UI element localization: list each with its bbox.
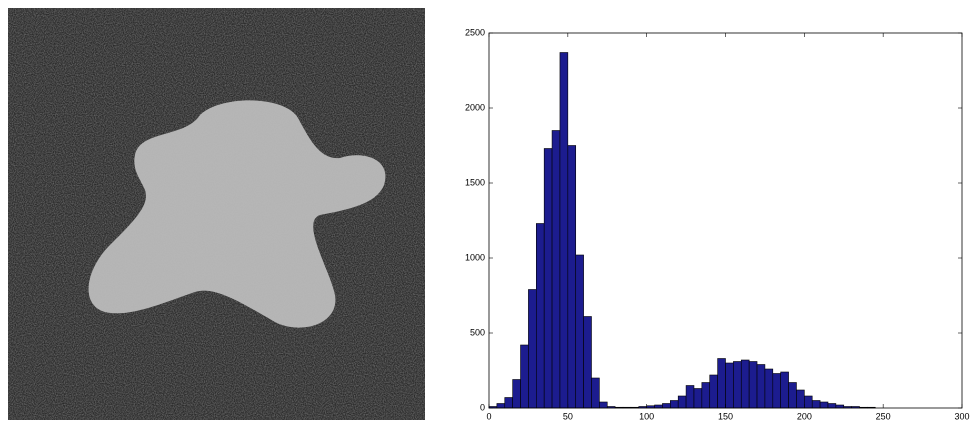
- bar: [552, 131, 560, 409]
- noisy-image: [8, 8, 425, 420]
- bar: [678, 396, 686, 408]
- bar: [718, 359, 726, 409]
- bar: [796, 390, 804, 408]
- bar: [662, 404, 670, 409]
- bar: [836, 405, 844, 408]
- bar: [521, 345, 529, 408]
- bar: [702, 383, 710, 409]
- bar: [820, 402, 828, 408]
- bar: [505, 398, 513, 409]
- bar: [591, 378, 599, 408]
- x-tick-label: 0: [486, 411, 491, 421]
- bar: [828, 404, 836, 409]
- bar: [765, 369, 773, 408]
- bar: [576, 255, 584, 408]
- bar: [670, 401, 678, 409]
- bar: [812, 401, 820, 409]
- page: 0 500 1000 1500 2000 2500 0 50 100 150 200 250 300: [0, 0, 975, 422]
- bar: [733, 362, 741, 409]
- bar: [584, 317, 592, 409]
- bar: [528, 290, 536, 409]
- bar: [741, 360, 749, 408]
- bar: [757, 365, 765, 409]
- bar: [781, 372, 789, 408]
- bar: [789, 383, 797, 409]
- bar: [694, 389, 702, 409]
- bar: [726, 363, 734, 408]
- x-tick-label: 50: [563, 411, 573, 421]
- y-tick-label: 2500: [465, 27, 485, 37]
- y-tick-label: 1000: [465, 252, 485, 262]
- bar: [536, 224, 544, 409]
- bar: [544, 149, 552, 409]
- bar: [599, 402, 607, 408]
- bar: [655, 405, 663, 408]
- x-tick-label: 250: [876, 411, 891, 421]
- bar: [749, 362, 757, 409]
- x-tick-label: 150: [718, 411, 733, 421]
- y-tick-label: 500: [470, 327, 485, 337]
- x-tick-label: 100: [639, 411, 654, 421]
- bar: [686, 386, 694, 409]
- bar: [497, 404, 505, 409]
- y-tick-label: 0: [480, 402, 485, 412]
- bar: [568, 146, 576, 409]
- bar: [710, 375, 718, 408]
- y-tick-label: 1500: [465, 177, 485, 187]
- histogram-chart: 0 500 1000 1500 2000 2500 0 50 100 150 200 250 300: [465, 27, 970, 421]
- bar: [773, 374, 781, 409]
- bar: [513, 380, 521, 409]
- y-tick-label: 2000: [465, 102, 485, 112]
- bar: [804, 396, 812, 408]
- x-tick-label: 300: [954, 411, 969, 421]
- bar: [560, 53, 568, 409]
- x-tick-label: 200: [797, 411, 812, 421]
